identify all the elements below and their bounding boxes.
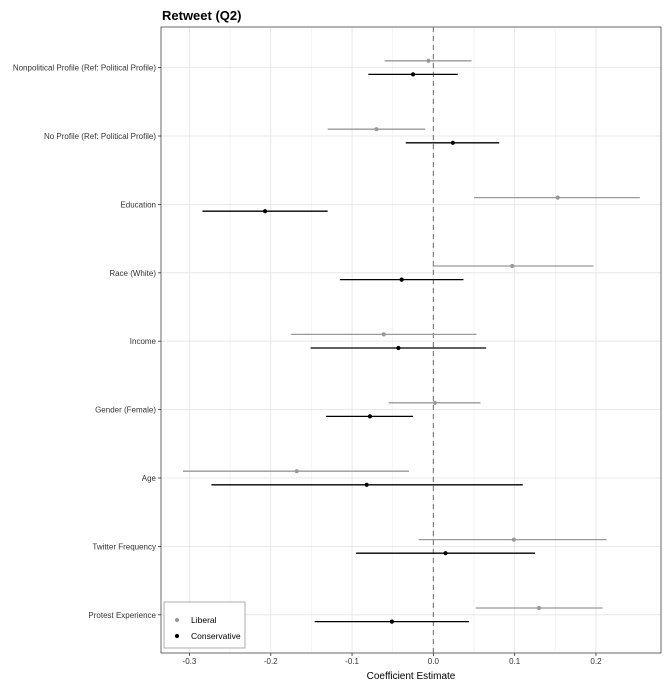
y-tick-label: Protest Experience: [88, 611, 156, 620]
point-conservative: [396, 345, 401, 351]
y-tick-label: Income: [130, 337, 157, 346]
point-conservative: [389, 619, 394, 624]
x-tick-label: -0.2: [264, 657, 278, 666]
point-liberal: [536, 605, 542, 611]
legend-key-conservative: [174, 633, 180, 639]
legend-box: [163, 601, 246, 649]
plot-panel: [160, 26, 662, 654]
y-axis-labels: Nonpolitical Profile (Ref: Political Pro…: [13, 64, 161, 620]
y-tick-label: Race (White): [109, 269, 156, 278]
legend-label-conservative: Conservative: [191, 631, 241, 641]
point-liberal: [381, 332, 386, 337]
chart-title: Retweet (Q2): [162, 8, 241, 23]
legend: Liberal Conservative: [163, 601, 246, 649]
y-tick-label: Gender (Female): [95, 406, 156, 415]
y-tick-label: Nonpolitical Profile (Ref: Political Pro…: [13, 64, 157, 73]
point-conservative: [410, 72, 416, 77]
point-liberal: [426, 58, 431, 63]
point-conservative: [450, 140, 455, 145]
x-axis-ticks: -0.3 -0.2 -0.1 0.0 0.1 0.2: [183, 653, 602, 666]
point-conservative: [364, 482, 369, 487]
y-tick-label: No Profile (Ref: Political Profile): [44, 132, 156, 141]
point-liberal: [374, 127, 379, 132]
point-conservative: [262, 209, 268, 214]
x-tick-label: 0.2: [590, 657, 602, 666]
legend-key-liberal: [174, 617, 180, 623]
x-tick-label: -0.1: [345, 657, 359, 666]
series-conservative: [202, 72, 535, 624]
point-conservative: [367, 414, 373, 419]
point-liberal: [511, 537, 516, 542]
point-conservative: [399, 277, 404, 282]
legend-label-liberal: Liberal: [191, 615, 217, 625]
data-marks: [182, 58, 640, 624]
point-liberal: [510, 263, 515, 269]
series-liberal: [182, 58, 640, 611]
point-liberal: [294, 469, 299, 474]
x-axis-label: Coefficient Estimate: [367, 671, 456, 682]
point-liberal: [555, 195, 560, 200]
x-tick-label: 0.1: [509, 657, 521, 666]
x-tick-label: -0.3: [183, 657, 197, 666]
y-tick-label: Education: [120, 200, 156, 209]
point-conservative: [443, 551, 448, 556]
panel-border: [160, 26, 662, 654]
x-tick-label: 0.0: [428, 657, 440, 666]
y-tick-label: Age: [142, 474, 157, 483]
point-liberal: [432, 400, 438, 405]
y-tick-label: Twitter Frequency: [92, 542, 156, 551]
